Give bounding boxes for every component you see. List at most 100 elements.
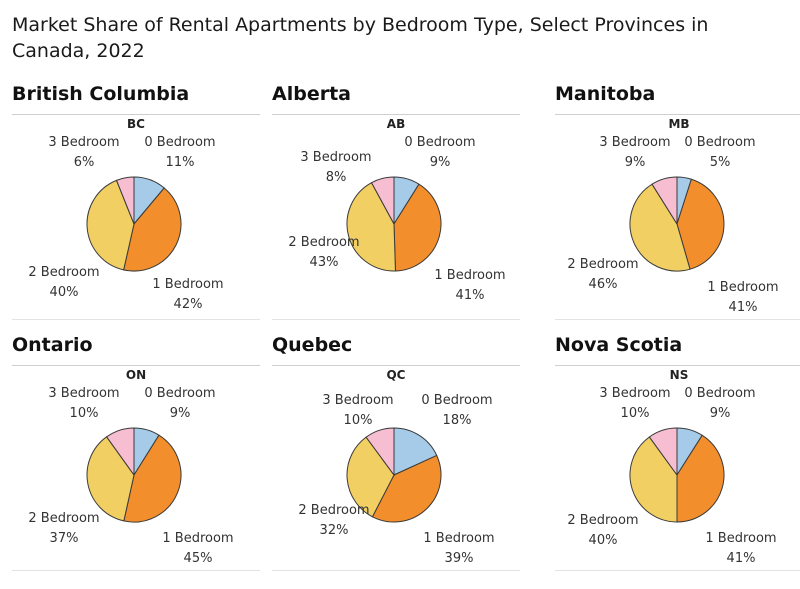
slice-percent-label: 41% (456, 288, 485, 303)
slice-category-label: 3 Bedroom (48, 386, 119, 401)
pie-slice-1-bedroom (123, 187, 182, 272)
slice-percent-label: 9% (710, 406, 731, 421)
footer-divider (272, 319, 520, 320)
slice-percent-label: 45% (184, 551, 213, 566)
province-abbreviation: MB (668, 117, 690, 131)
slice-percent-label: 10% (344, 413, 373, 428)
province-title: Manitoba (555, 83, 656, 105)
pie-slice-1-bedroom (123, 434, 182, 523)
pie-chart: 0 Bedroom 9% 1 Bedroom 45% 2 Bedroom 37% 3 Bed… (28, 386, 233, 566)
pie-slice-2-bedroom (629, 436, 678, 523)
slice-category-label: 3 Bedroom (322, 393, 393, 408)
slice-percent-label: 11% (166, 155, 195, 170)
pie-slice-2-bedroom (629, 183, 691, 272)
slice-category-label: 1 Bedroom (434, 268, 505, 283)
slice-percent-label: 37% (50, 531, 79, 546)
slice-category-label: 3 Bedroom (48, 135, 119, 150)
province-abbreviation: ON (125, 368, 147, 382)
footer-divider (272, 570, 520, 571)
pie-panel-on: Ontario ON 0 Bedroom 9% 1 Bedroom 45% 2 Bedroo… (12, 334, 274, 589)
pie-chart: 0 Bedroom 11% 1 Bedroom 42% 2 Bedroom 40% 3 Be… (28, 135, 223, 312)
slice-percent-label: 18% (443, 413, 472, 428)
pie-chart: 0 Bedroom 9% 1 Bedroom 41% 2 Bedroom 40% 3 Bed… (567, 386, 776, 566)
slice-percent-label: 5% (710, 155, 731, 170)
slice-category-label: 0 Bedroom (144, 386, 215, 401)
slice-category-label: 0 Bedroom (144, 135, 215, 150)
pie-slice-1-bedroom (393, 183, 442, 272)
slice-category-label: 1 Bedroom (152, 277, 223, 292)
pie-slice-1-bedroom (676, 178, 725, 270)
slice-category-label: 2 Bedroom (288, 235, 359, 250)
slice-percent-label: 10% (70, 406, 99, 421)
slice-category-label: 2 Bedroom (28, 511, 99, 526)
slice-category-label: 0 Bedroom (684, 386, 755, 401)
slice-percent-label: 32% (320, 523, 349, 538)
pie-slice-3-bedroom (105, 427, 135, 477)
header-divider (272, 114, 520, 115)
slice-percent-label: 10% (621, 406, 650, 421)
slice-percent-label: 41% (729, 300, 758, 315)
pie-slice-3-bedroom (365, 427, 395, 477)
province-abbreviation: AB (386, 117, 406, 131)
slice-percent-label: 46% (589, 277, 618, 292)
pie-panel-mb: Manitoba MB 0 Bedroom 5% 1 Bedroom 41% 2 Bedro… (555, 83, 800, 338)
pie-chart: 0 Bedroom 18% 1 Bedroom 39% 2 Bedroom 32% 3 Be… (298, 393, 494, 566)
slice-percent-label: 41% (727, 551, 756, 566)
header-divider (12, 365, 260, 366)
slice-category-label: 3 Bedroom (300, 150, 371, 165)
slice-category-label: 3 Bedroom (599, 135, 670, 150)
slice-percent-label: 9% (430, 155, 451, 170)
province-title: British Columbia (12, 83, 190, 105)
slice-category-label: 1 Bedroom (423, 531, 494, 546)
pie-chart: 0 Bedroom 9% 1 Bedroom 41% 2 Bedroom 43% 3 Bed… (288, 135, 505, 303)
province-title: Alberta (272, 83, 351, 105)
province-abbreviation: QC (386, 368, 406, 382)
header-divider (12, 114, 260, 115)
pie-slice-3-bedroom (370, 176, 395, 225)
slice-percent-label: 42% (174, 297, 203, 312)
pie-slice-3-bedroom (648, 427, 678, 477)
footer-divider (12, 570, 260, 571)
slice-category-label: 2 Bedroom (298, 503, 369, 518)
slice-percent-label: 9% (625, 155, 646, 170)
pie-panel-ab: Alberta AB 0 Bedroom 9% 1 Bedroom 41% 2 Bedroo… (272, 83, 534, 338)
slice-category-label: 3 Bedroom (599, 386, 670, 401)
header-divider (272, 365, 520, 366)
pie-slice-3-bedroom (651, 176, 678, 226)
slice-category-label: 1 Bedroom (162, 531, 233, 546)
pie-slice-2-bedroom (86, 179, 135, 271)
pie-panel-qc: Quebec QC 0 Bedroom 18% 1 Bedroom 39% 2 Bedroo… (272, 334, 534, 589)
pie-slice-1-bedroom (371, 454, 442, 523)
pie-slice-0-bedroom (393, 427, 438, 476)
province-abbreviation: NS (669, 368, 689, 382)
footer-divider (555, 319, 800, 320)
pie-slice-2-bedroom (346, 436, 395, 518)
slice-category-label: 2 Bedroom (567, 257, 638, 272)
pie-panel-bc: British Columbia BC 0 Bedroom 11% 1 Bedroom 4… (12, 83, 274, 338)
slice-category-label: 0 Bedroom (404, 135, 475, 150)
pie-slice-3-bedroom (115, 176, 135, 225)
slice-category-label: 2 Bedroom (28, 265, 99, 280)
slice-percent-label: 8% (326, 170, 347, 185)
pie-slice-1-bedroom (676, 434, 725, 523)
slice-category-label: 0 Bedroom (421, 393, 492, 408)
footer-divider (12, 319, 260, 320)
province-abbreviation: BC (127, 117, 145, 131)
slice-category-label: 1 Bedroom (707, 280, 778, 295)
footer-divider (555, 570, 800, 571)
header-divider (555, 114, 800, 115)
slice-category-label: 0 Bedroom (684, 135, 755, 150)
slice-percent-label: 40% (50, 285, 79, 300)
province-title: Quebec (272, 334, 353, 356)
slice-category-label: 2 Bedroom (567, 513, 638, 528)
slice-percent-label: 43% (310, 255, 339, 270)
province-title: Nova Scotia (555, 334, 683, 356)
slice-percent-label: 39% (445, 551, 474, 566)
header-divider (555, 365, 800, 366)
slice-percent-label: 9% (170, 406, 191, 421)
slice-percent-label: 6% (74, 155, 95, 170)
province-title: Ontario (12, 334, 93, 356)
pie-chart: 0 Bedroom 5% 1 Bedroom 41% 2 Bedroom 46% 3 Bed… (567, 135, 778, 315)
slice-category-label: 1 Bedroom (705, 531, 776, 546)
pie-panel-ns: Nova Scotia NS 0 Bedroom 9% 1 Bedroom 41% 2 Be… (555, 334, 800, 589)
